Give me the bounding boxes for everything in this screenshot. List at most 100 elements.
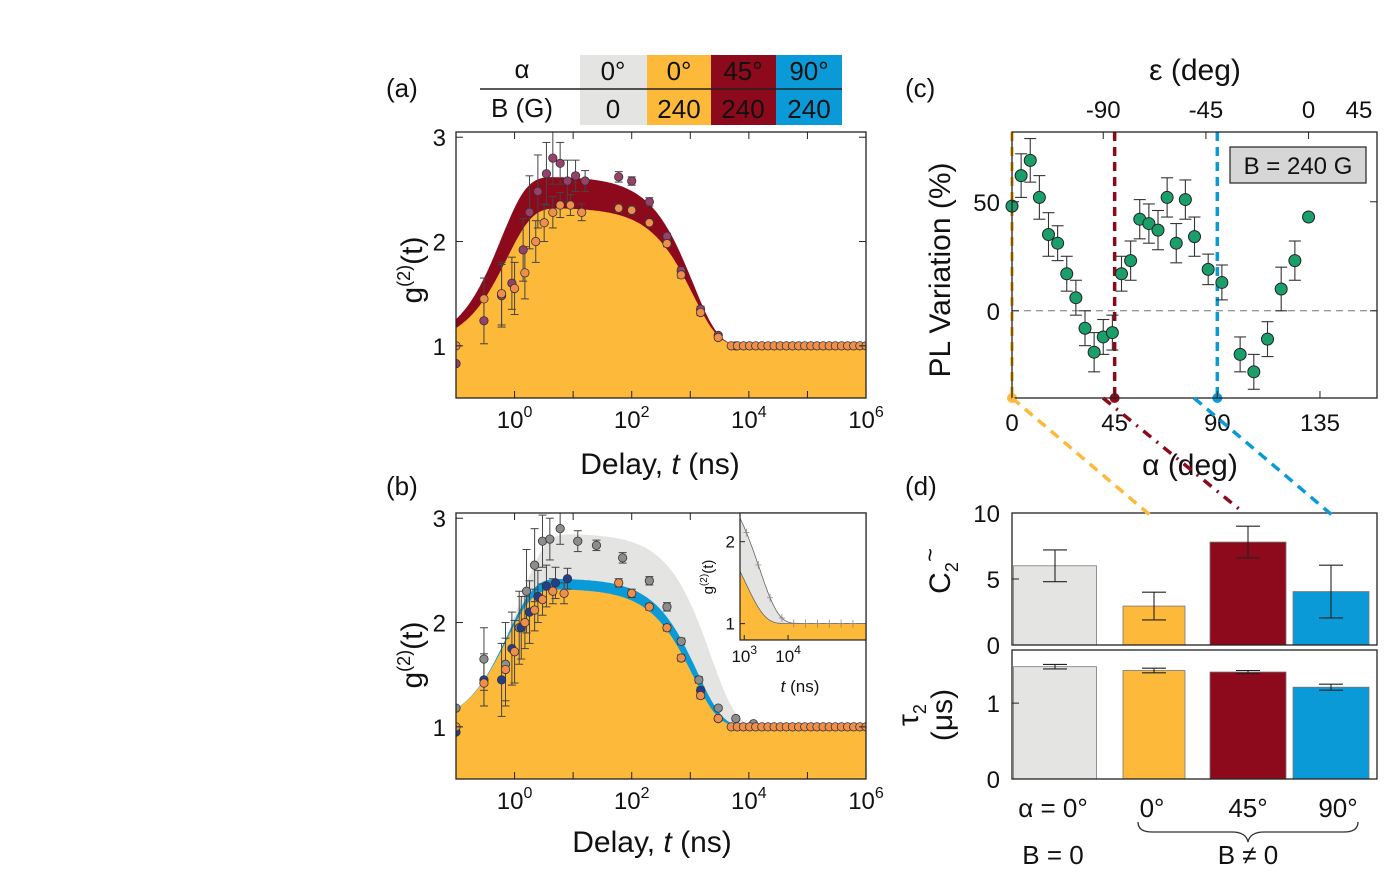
y-tick-label: 0 xyxy=(987,633,1000,660)
data-point xyxy=(1115,267,1128,281)
category-label: 45° xyxy=(1228,793,1267,823)
legend-b-value: 240 xyxy=(721,94,764,124)
data-point xyxy=(1023,153,1037,167)
data-point xyxy=(1215,275,1229,289)
data-point xyxy=(614,172,624,182)
data-point xyxy=(695,307,706,318)
plot-area xyxy=(456,132,866,398)
data-point xyxy=(1274,282,1288,296)
y-tick-label: 3 xyxy=(433,125,446,152)
category-label: 0° xyxy=(1140,793,1165,823)
x-tick-label: 102 xyxy=(614,404,650,434)
data-point xyxy=(555,200,565,210)
panel-label-d: (d) xyxy=(905,471,937,501)
data-point xyxy=(545,534,555,544)
data-point xyxy=(644,218,654,228)
panel-b-plot: 100 102 104 106 1 2 3 xyxy=(433,506,884,815)
data-point xyxy=(627,176,637,186)
legend-column-bg xyxy=(647,55,711,125)
data-point xyxy=(577,207,587,217)
inset-xlabel: t (ns) xyxy=(781,677,820,696)
data-point xyxy=(496,675,507,685)
data-point xyxy=(1247,365,1261,379)
data-point xyxy=(518,245,528,255)
data-point xyxy=(614,203,624,213)
data-point xyxy=(713,332,723,343)
data-point xyxy=(479,654,489,664)
data-point xyxy=(1105,326,1119,340)
y-tick-label: 2 xyxy=(433,230,446,257)
group-label: B ≠ 0 xyxy=(1218,840,1279,870)
data-point xyxy=(644,602,654,612)
data-point xyxy=(1078,321,1092,335)
data-point xyxy=(580,176,590,186)
panel-b-ylabel: g(2)(t) xyxy=(394,621,429,688)
data-point xyxy=(456,358,461,369)
data-point xyxy=(1060,267,1074,281)
panel-c-annotation: B = 240 G xyxy=(1244,153,1353,180)
data-point xyxy=(676,270,686,280)
x2-tick-label: 45 xyxy=(1346,97,1373,124)
legend-b-value: 0 xyxy=(606,94,620,124)
data-point xyxy=(479,678,489,688)
data-point xyxy=(562,176,573,186)
x2-tick-label: -45 xyxy=(1189,97,1224,124)
data-point xyxy=(1151,223,1165,237)
x-tick-label: 104 xyxy=(731,404,767,434)
legend-b-value: 240 xyxy=(787,94,830,124)
inset-x-tick-label: 104 xyxy=(775,643,801,666)
data-point xyxy=(496,289,507,299)
data-point xyxy=(662,239,672,249)
data-point xyxy=(479,294,489,304)
data-point xyxy=(531,236,541,247)
y-tick-label: 3 xyxy=(433,506,446,533)
data-point xyxy=(1233,347,1247,361)
x-tick-label: 106 xyxy=(848,404,884,434)
data-point xyxy=(694,675,704,685)
panel-label-c: (c) xyxy=(905,73,935,103)
data-point xyxy=(524,207,535,217)
data-point xyxy=(1201,262,1215,276)
panel-c-annotation-box xyxy=(1229,146,1367,184)
category-label: 90° xyxy=(1318,793,1357,823)
panel-d-top-ylabel: C2 xyxy=(924,562,962,594)
data-point xyxy=(565,200,576,210)
tilde-mark: ~ xyxy=(917,548,944,562)
y-tick-label: 10 xyxy=(973,501,1000,528)
data-point xyxy=(662,623,672,633)
y-tick-label: 0 xyxy=(987,767,1000,794)
data-point xyxy=(644,197,654,207)
legend-alpha-value: 0° xyxy=(667,56,692,86)
data-point xyxy=(1169,236,1183,250)
x-tick-label: 106 xyxy=(848,785,884,815)
data-point xyxy=(456,703,461,713)
data-point xyxy=(539,218,549,228)
data-point xyxy=(555,158,565,168)
data-point xyxy=(479,316,489,326)
bar xyxy=(1292,686,1370,780)
data-point xyxy=(559,588,569,598)
y-tick-label: 0 xyxy=(987,299,1000,326)
legend-column-bg xyxy=(580,55,647,125)
data-point xyxy=(591,540,602,550)
inset-frame xyxy=(739,512,867,641)
bar xyxy=(1122,670,1186,780)
inset-ylabel: g(2)(t) xyxy=(699,560,717,595)
data-point xyxy=(537,594,548,605)
data-point xyxy=(627,205,637,215)
data-point xyxy=(548,207,558,217)
x-tick-label: 102 xyxy=(614,785,650,815)
panel-b-xlabel: Delay, t (ns) xyxy=(572,826,732,859)
legend-b-value: 240 xyxy=(657,94,700,124)
connector-line xyxy=(1192,396,1334,517)
legend-alpha-value: 45° xyxy=(723,56,762,86)
x-tick-label: 100 xyxy=(497,785,533,815)
data-point xyxy=(555,524,565,534)
data-point xyxy=(1069,291,1083,305)
legend-column-bg xyxy=(711,55,776,125)
panel-b-inset: 103 104 1 2 xyxy=(726,512,867,666)
data-point xyxy=(713,703,723,713)
x2-tick-label: -90 xyxy=(1086,97,1121,124)
